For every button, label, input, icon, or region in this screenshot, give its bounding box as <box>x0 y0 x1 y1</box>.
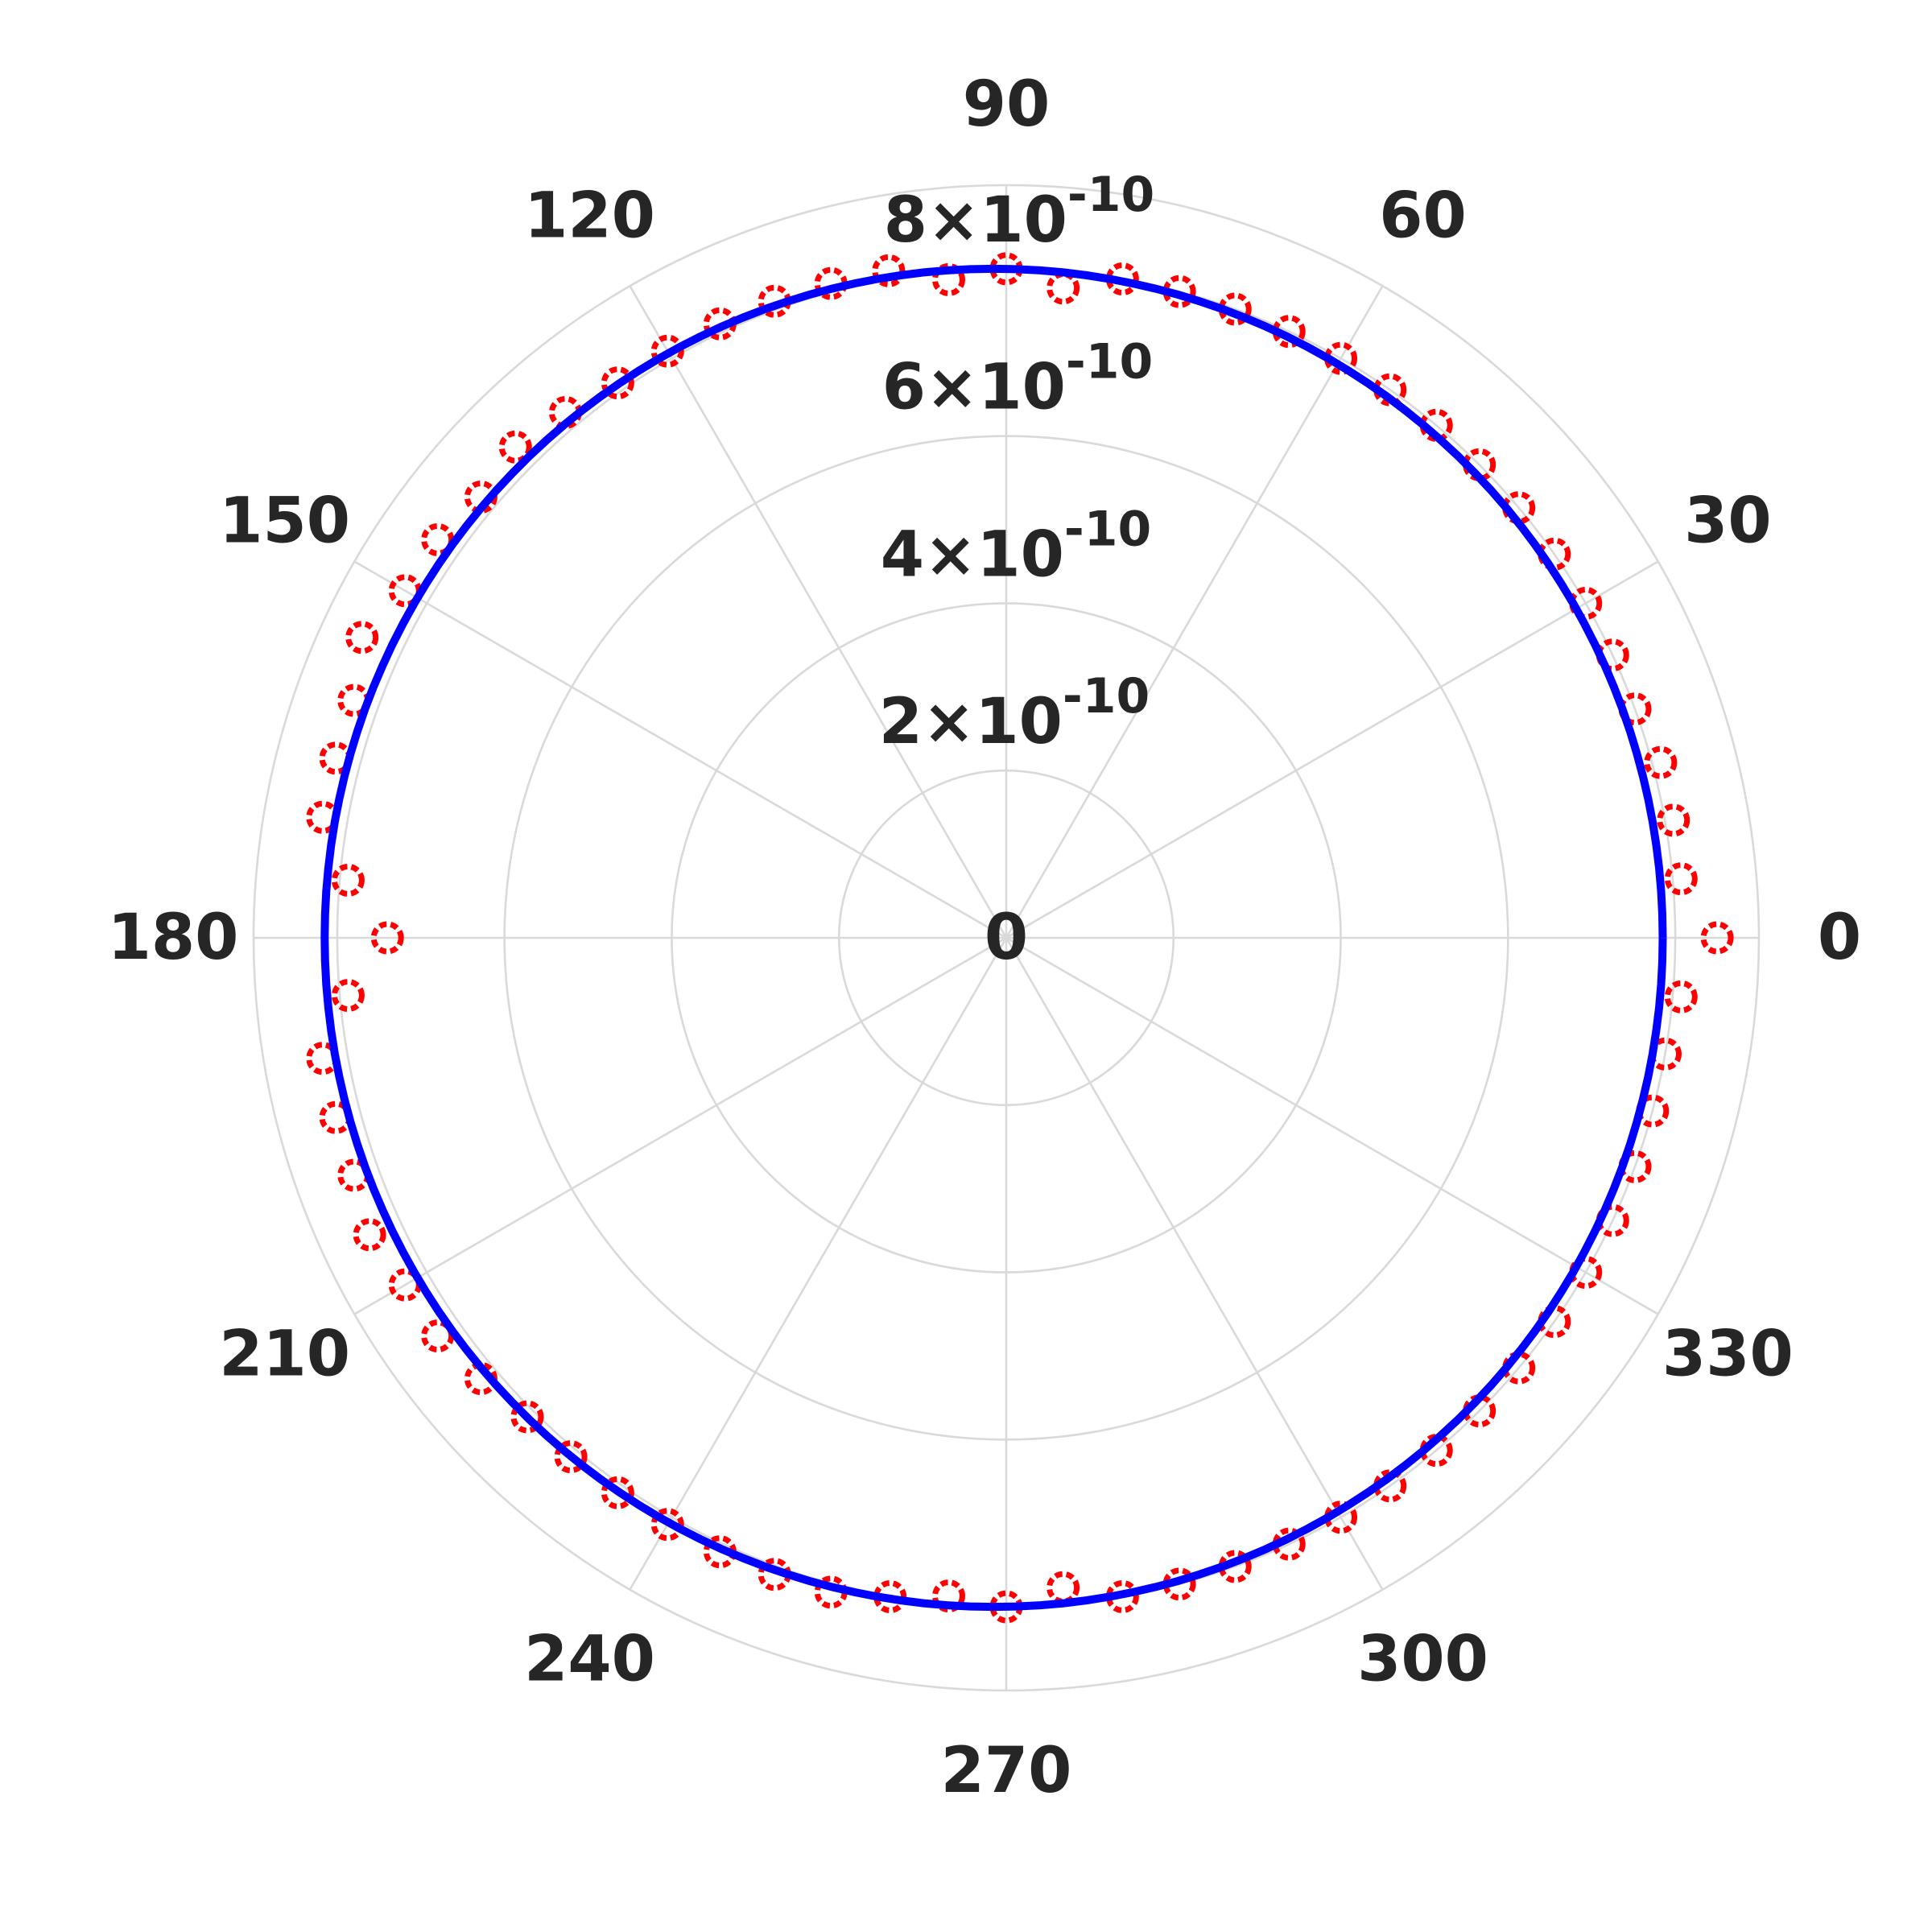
data-point-275 <box>1046 1571 1080 1604</box>
data-point-135 <box>498 430 532 464</box>
angle-label-120: 120 <box>524 180 655 253</box>
radial-label-4: 8×10-10 <box>884 167 1155 257</box>
data-point-225 <box>510 1400 544 1434</box>
data-point-230 <box>554 1440 588 1474</box>
angle-label-210: 210 <box>219 1319 350 1391</box>
data-point-240 <box>650 1508 684 1542</box>
data-point-125 <box>601 366 634 400</box>
data-point-290 <box>1218 1550 1252 1583</box>
data-point-320 <box>1502 1351 1536 1385</box>
data-point-305 <box>1373 1469 1407 1503</box>
data-point-330 <box>1569 1256 1603 1290</box>
angle-label-330: 330 <box>1662 1319 1794 1391</box>
data-point-60 <box>1324 341 1358 375</box>
data-point-265 <box>931 1579 965 1613</box>
fit-curve <box>320 264 1667 1612</box>
data-point-180 <box>370 921 404 955</box>
data-point-30 <box>1569 586 1603 620</box>
angle-tick-labels: 0 30 60 90 120 150 180 210 240 270 300 330 <box>108 68 1862 1807</box>
data-series <box>306 252 1734 1624</box>
data-point-280 <box>1105 1579 1139 1613</box>
angle-label-150: 150 <box>219 485 350 558</box>
data-point-40 <box>1502 491 1536 525</box>
data-point-100 <box>872 254 906 287</box>
data-point-345 <box>1636 1094 1670 1128</box>
radial-tick-labels: 0 2×10-10 4×10-10 6×10-10 8×10-10 <box>879 167 1155 974</box>
data-point-50 <box>1419 408 1453 442</box>
data-point-35 <box>1538 537 1571 571</box>
angle-label-180: 180 <box>108 902 239 974</box>
data-point-15 <box>1644 745 1678 779</box>
data-point-55 <box>1373 373 1407 407</box>
data-point-45 <box>1463 448 1496 481</box>
data-point-205 <box>353 1218 386 1252</box>
angle-label-60: 60 <box>1379 180 1467 253</box>
radial-label-1: 2×10-10 <box>879 668 1150 758</box>
data-point-340 <box>1618 1150 1652 1183</box>
radial-label-3: 6×10-10 <box>882 334 1154 424</box>
spoke-120 <box>629 285 1008 939</box>
data-point-315 <box>1463 1394 1496 1428</box>
spoke-210 <box>353 936 1007 1315</box>
angle-label-90: 90 <box>963 68 1051 141</box>
data-point-325 <box>1538 1305 1571 1339</box>
angular-gridlines <box>254 185 1759 1690</box>
data-point-310 <box>1419 1434 1453 1468</box>
data-point-5 <box>1664 862 1698 896</box>
data-point-70 <box>1218 292 1252 326</box>
data-point-95 <box>931 262 965 296</box>
data-point-10 <box>1657 803 1690 837</box>
radial-label-0: 0 <box>985 902 1028 974</box>
data-point-65 <box>1272 315 1306 349</box>
data-point-235 <box>601 1476 634 1509</box>
data-point-0 <box>1700 921 1734 955</box>
data-point-350 <box>1648 1037 1682 1071</box>
angle-label-30: 30 <box>1684 485 1772 558</box>
angle-label-0: 0 <box>1818 902 1861 974</box>
data-point-20 <box>1618 692 1652 726</box>
data-point-25 <box>1596 638 1629 672</box>
data-point-75 <box>1162 275 1196 308</box>
data-point-80 <box>1105 262 1139 296</box>
spoke-330 <box>1005 936 1659 1315</box>
spoke-150 <box>353 560 1007 939</box>
data-point-185 <box>331 979 365 1013</box>
data-point-175 <box>331 863 365 897</box>
spoke-240 <box>629 937 1008 1591</box>
spoke-30 <box>1005 560 1659 939</box>
data-point-300 <box>1324 1501 1358 1534</box>
angle-label-300: 300 <box>1357 1623 1488 1695</box>
radial-label-2: 4×10-10 <box>881 501 1152 591</box>
angle-label-240: 240 <box>524 1623 655 1695</box>
spoke-300 <box>1005 937 1384 1591</box>
spoke-60 <box>1005 285 1384 939</box>
data-point-85 <box>1046 271 1080 305</box>
data-point-295 <box>1272 1527 1306 1561</box>
data-point-285 <box>1162 1567 1196 1601</box>
data-point-335 <box>1596 1203 1629 1237</box>
data-point-155 <box>345 621 379 654</box>
data-point-120 <box>650 334 684 368</box>
data-point-355 <box>1664 980 1698 1013</box>
angle-label-270: 270 <box>941 1735 1072 1807</box>
